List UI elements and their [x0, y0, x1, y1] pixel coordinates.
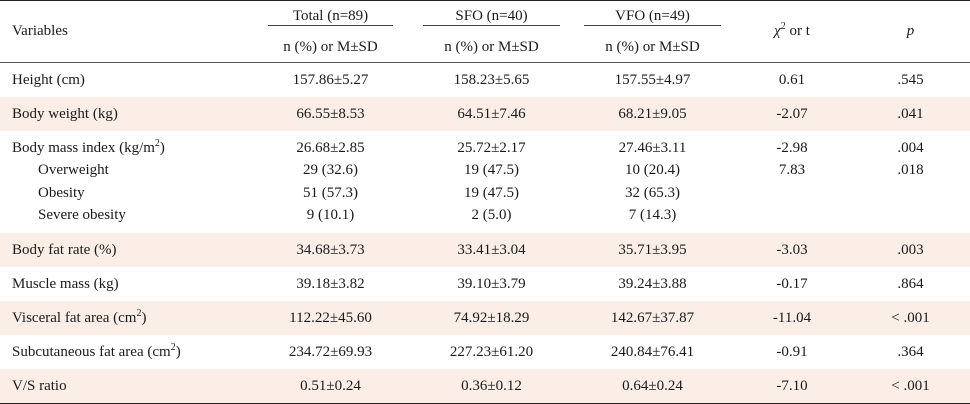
table-row: Visceral fat area (cm2) 112.22±45.60 74.… [0, 301, 970, 335]
table-row: Body mass index (kg/m2) 26.68±2.85 25.72… [12, 137, 924, 156]
table-row: Body weight (kg) 66.55±8.53 64.51±7.46 6… [0, 97, 970, 131]
table-row: Height (cm) 157.86±5.27 158.23±5.65 157.… [12, 71, 924, 88]
header-total: Total (n=89) [250, 1, 411, 33]
table-row: Obesity 51 (57.3) 19 (47.5) 32 (65.3) [38, 184, 680, 201]
header-p: p [906, 23, 915, 39]
header-vfo: VFO (n=49) [572, 1, 733, 33]
header-variables: Variables [12, 23, 68, 39]
header-stat: χ2 or t [774, 21, 810, 40]
table-row: Overweight 29 (32.6) 19 (47.5) 10 (20.4)… [38, 162, 924, 179]
table-row: Body fat rate (%) 34.68±3.73 33.41±3.04 … [0, 233, 970, 267]
subheader-total: n (%) or M±SD [283, 38, 378, 55]
table-row: Muscle mass (kg) 39.18±3.82 39.10±3.79 3… [12, 275, 924, 292]
subheader-sfo: n (%) or M±SD [444, 38, 539, 55]
subheader-vfo: n (%) or M±SD [605, 38, 700, 55]
table-row: V/S ratio 0.51±0.24 0.36±0.12 0.64±0.24 … [0, 369, 970, 404]
table-row: Subcutaneous fat area (cm2) 234.72±69.93… [12, 341, 924, 360]
table-row: Severe obesity 9 (10.1) 2 (5.0) 7 (14.3) [38, 207, 677, 224]
header-sfo: SFO (n=40) [411, 1, 572, 33]
